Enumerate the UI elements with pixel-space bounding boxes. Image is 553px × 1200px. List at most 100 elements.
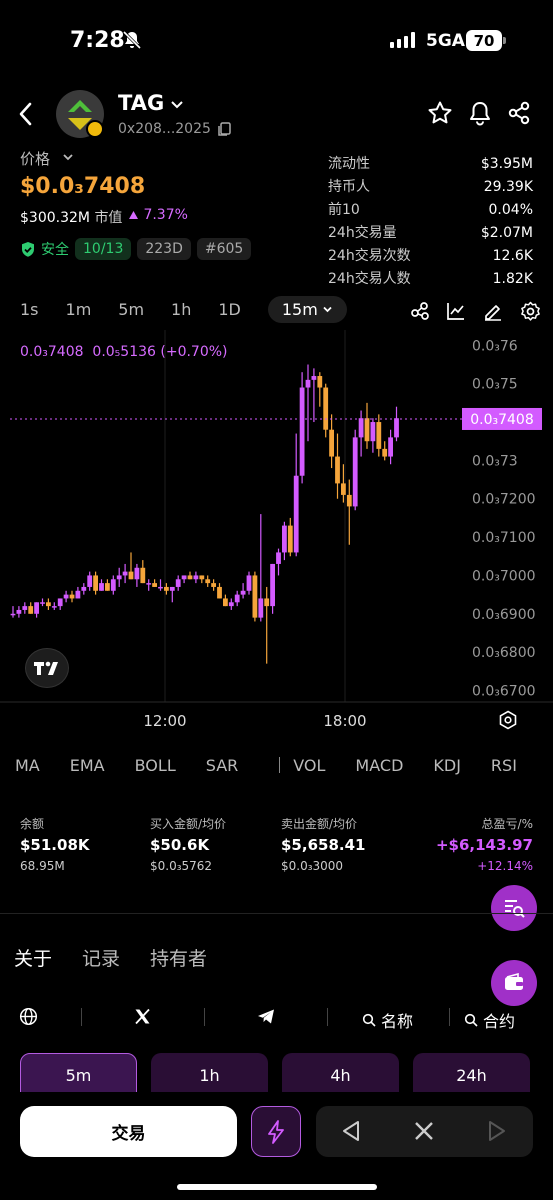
candle-body [199,575,205,580]
candle-body [122,571,128,576]
share-icon[interactable] [506,100,532,126]
candle-body [46,602,51,607]
bell-icon[interactable] [467,100,493,126]
tab-holders[interactable]: 持有者 [150,948,208,970]
candle-body [51,606,57,608]
candle-body [63,594,69,599]
indicator-tab[interactable]: EMA [69,756,105,775]
settings-gear-icon[interactable] [520,301,541,322]
y-tick-label: 0.0₃6900 [472,607,536,623]
trade-button[interactable]: 交易 [20,1106,237,1157]
indicator-tab[interactable]: BOLL [134,756,176,775]
hexagon-settings-icon[interactable] [498,710,518,730]
candle-body [299,387,305,476]
indicator-tab[interactable]: RSI [490,756,517,775]
timeframe-tab[interactable]: 1m [65,300,92,319]
line-chart-icon[interactable] [446,301,466,321]
indicator-nodes-icon[interactable] [410,301,430,321]
timeframe-tab[interactable]: 5m [118,300,145,319]
copy-icon[interactable] [216,121,232,137]
safe-label: 安全 [41,242,69,258]
timeframe-tab[interactable]: 1h [171,300,192,319]
stat-value: 29.39K [483,179,533,195]
period-tab[interactable]: 5m [20,1053,137,1097]
period-tabs: 5m 1h 4h 24h [20,1053,530,1097]
candle-body [376,422,382,449]
indicator-tab[interactable]: MACD [355,756,404,775]
star-icon[interactable] [427,100,453,126]
candle-body [164,586,169,591]
candle-body [240,590,246,595]
pnl-percent: +12.14% [477,859,533,873]
triangle-left-icon[interactable] [340,1119,362,1143]
timeframe-selected[interactable]: 15m [267,296,347,323]
period-tab[interactable]: 24h [413,1053,530,1097]
candle-body [317,376,323,388]
period-tab[interactable]: 4h [282,1053,399,1097]
order-search-button[interactable] [491,885,537,931]
candle-body [382,448,388,457]
indicator-tab[interactable]: VOL [293,756,326,775]
candle-body [193,575,199,580]
wallet-button[interactable] [491,960,537,1006]
safe-badge[interactable]: 安全 [20,239,69,259]
stat-value: $2.07M [480,225,533,241]
timeframe-tab[interactable]: 1D [218,300,241,319]
timeframe-tabs: 1s 1m 5m 1h 1D 15m [20,296,347,323]
candle-body [223,598,228,607]
sell-value: $5,658.41 [281,836,366,854]
timeframe-tab[interactable]: 1s [20,300,39,319]
telegram-icon[interactable] [257,1008,275,1025]
up-triangle-icon [129,211,138,219]
section-divider [0,913,553,914]
candle-body [169,586,175,591]
indicator-tab[interactable]: KDJ [433,756,461,775]
stat-row: 24h交易人数 1.82K [328,268,533,291]
draw-pen-icon[interactable] [483,301,503,321]
triangle-right-icon[interactable] [486,1119,508,1143]
balance-label: 余额 [20,817,45,831]
tab-about[interactable]: 关于 [14,948,53,970]
market-cap: $300.32M 市值 [20,207,122,227]
candle-body [276,552,281,564]
period-tab[interactable]: 1h [151,1053,268,1097]
candle-body [152,583,157,587]
indicator-tab[interactable]: SAR [205,756,239,775]
chart-y-axis: 0.0₃760.0₃750.0₃740.0₃730.0₃72000.0₃7100… [472,338,536,699]
candle-body [93,575,98,591]
security-score[interactable]: 10/13 [75,238,132,260]
price-label[interactable]: 价格 [20,150,51,168]
quick-trade-button[interactable] [251,1106,301,1157]
chevron-down-icon[interactable] [170,98,184,112]
indicator-tab[interactable]: MA [15,756,40,775]
candle-body [57,598,63,607]
token-name[interactable]: TAG [118,91,165,115]
candle-body [282,525,287,553]
close-icon[interactable] [413,1119,435,1143]
chart-grid [0,330,553,703]
tradingview-logo[interactable] [25,648,69,688]
price-change: 7.37% [128,207,188,223]
candlestick-chart[interactable]: 0.0₃760.0₃750.0₃740.0₃730.0₃72000.0₃7100… [0,330,553,750]
stat-row: 24h交易次数 12.6K [328,245,533,268]
link-row: 名称 合约 [0,1004,553,1032]
search-name-link[interactable]: 名称 [362,1008,413,1032]
signal-icon [390,32,415,48]
timeframe-selected-label: 15m [281,300,318,319]
search-contract-link[interactable]: 合约 [464,1008,515,1032]
balance-sub: 68.95M [20,859,65,873]
back-arrow-icon[interactable] [16,100,38,128]
search-icon [464,1013,478,1027]
candle-body [205,579,211,584]
candle-body [329,429,334,457]
candle-body [134,567,140,580]
globe-icon[interactable] [19,1007,38,1026]
list-search-icon [505,900,525,918]
y-tick-label: 0.0₃7000 [472,568,536,584]
stats-panel: 流动性 $3.95M 持币人 29.39K 前10 0.04% 24h交易量 $2.07… [328,153,533,291]
chevron-down-icon[interactable] [62,151,74,163]
balance-value: $51.08K [20,836,90,854]
x-twitter-icon[interactable] [134,1008,151,1025]
current-price-marker: 0.0₃7408 [10,407,542,430]
tab-records[interactable]: 记录 [82,948,121,970]
